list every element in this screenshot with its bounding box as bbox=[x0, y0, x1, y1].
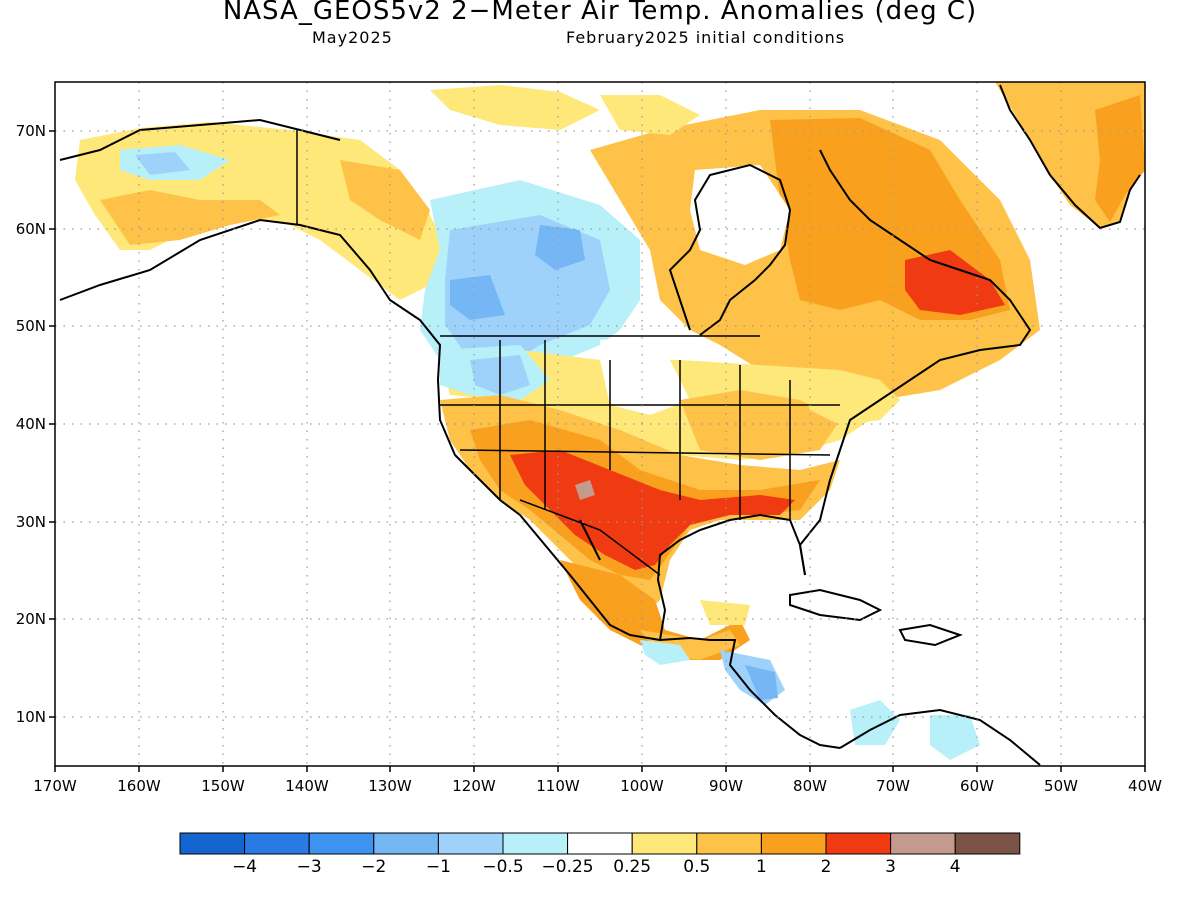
map-title: NASA_GEOS5v2 2−Meter Air Temp. Anomalies… bbox=[222, 0, 978, 26]
colorbar-label: 3 bbox=[885, 857, 896, 877]
colorbar-label: −3 bbox=[297, 857, 322, 877]
colorbar-swatch bbox=[567, 832, 633, 855]
colorbar-label: 1 bbox=[756, 857, 767, 877]
colorbar-label: 0.25 bbox=[613, 857, 651, 877]
colorbar-swatch bbox=[308, 832, 375, 855]
lat-label: 10N bbox=[16, 708, 46, 726]
lat-label: 30N bbox=[16, 513, 46, 531]
colorbar-label: −0.25 bbox=[542, 857, 594, 877]
colorbar-swatch bbox=[437, 832, 504, 855]
lon-label: 160W bbox=[117, 777, 161, 795]
lon-label: 170W bbox=[33, 777, 77, 795]
lon-label: 60W bbox=[960, 777, 994, 795]
colorbar-swatch bbox=[179, 832, 246, 855]
colorbar: −4 −3 −2 −1 −0.5 −0.25 0.25 0.5 1 2 3 4 bbox=[179, 832, 1021, 877]
colorbar-label: −0.5 bbox=[482, 857, 523, 877]
colorbar-label: −1 bbox=[426, 857, 451, 877]
longitude-labels: 170W 160W 150W 140W 130W 120W 110W 100W … bbox=[33, 777, 1162, 795]
colorbar-swatch bbox=[696, 832, 762, 855]
lat-label: 60N bbox=[16, 220, 46, 238]
initial-conditions: February2025 initial conditions bbox=[566, 28, 846, 47]
colorbar-swatch bbox=[760, 832, 827, 855]
lat-label: 20N bbox=[16, 610, 46, 628]
lon-label: 70W bbox=[876, 777, 910, 795]
lon-label: 50W bbox=[1044, 777, 1078, 795]
lon-label: 100W bbox=[620, 777, 664, 795]
colorbar-label: 0.5 bbox=[683, 857, 710, 877]
colorbar-swatch bbox=[954, 832, 1021, 855]
colorbar-swatch bbox=[631, 832, 698, 855]
colorbar-label: 2 bbox=[821, 857, 832, 877]
colorbar-swatch bbox=[825, 832, 892, 855]
lat-label: 70N bbox=[16, 122, 46, 140]
lon-label: 140W bbox=[285, 777, 329, 795]
lon-label: 120W bbox=[452, 777, 496, 795]
colorbar-label: 4 bbox=[950, 857, 961, 877]
latitude-labels: 70N 60N 50N 40N 30N 20N 10N bbox=[16, 122, 46, 726]
lon-label: 150W bbox=[201, 777, 245, 795]
forecast-month: May2025 bbox=[312, 28, 393, 47]
colorbar-swatch bbox=[502, 832, 569, 855]
colorbar-label: −4 bbox=[232, 857, 257, 877]
lon-label: 80W bbox=[793, 777, 827, 795]
lon-label: 40W bbox=[1128, 777, 1162, 795]
lon-label: 110W bbox=[536, 777, 580, 795]
lon-label: 90W bbox=[709, 777, 743, 795]
anomaly-fill-layer bbox=[75, 82, 1145, 760]
lat-label: 40N bbox=[16, 415, 46, 433]
lat-label: 50N bbox=[16, 317, 46, 335]
grid-lines bbox=[55, 82, 1145, 766]
colorbar-swatch bbox=[890, 832, 956, 855]
colorbar-label: −2 bbox=[361, 857, 386, 877]
lon-label: 130W bbox=[368, 777, 412, 795]
tick-marks bbox=[49, 130, 1146, 772]
colorbar-swatch bbox=[244, 832, 310, 855]
colorbar-swatch bbox=[373, 832, 439, 855]
state-border-layer bbox=[296, 130, 840, 576]
